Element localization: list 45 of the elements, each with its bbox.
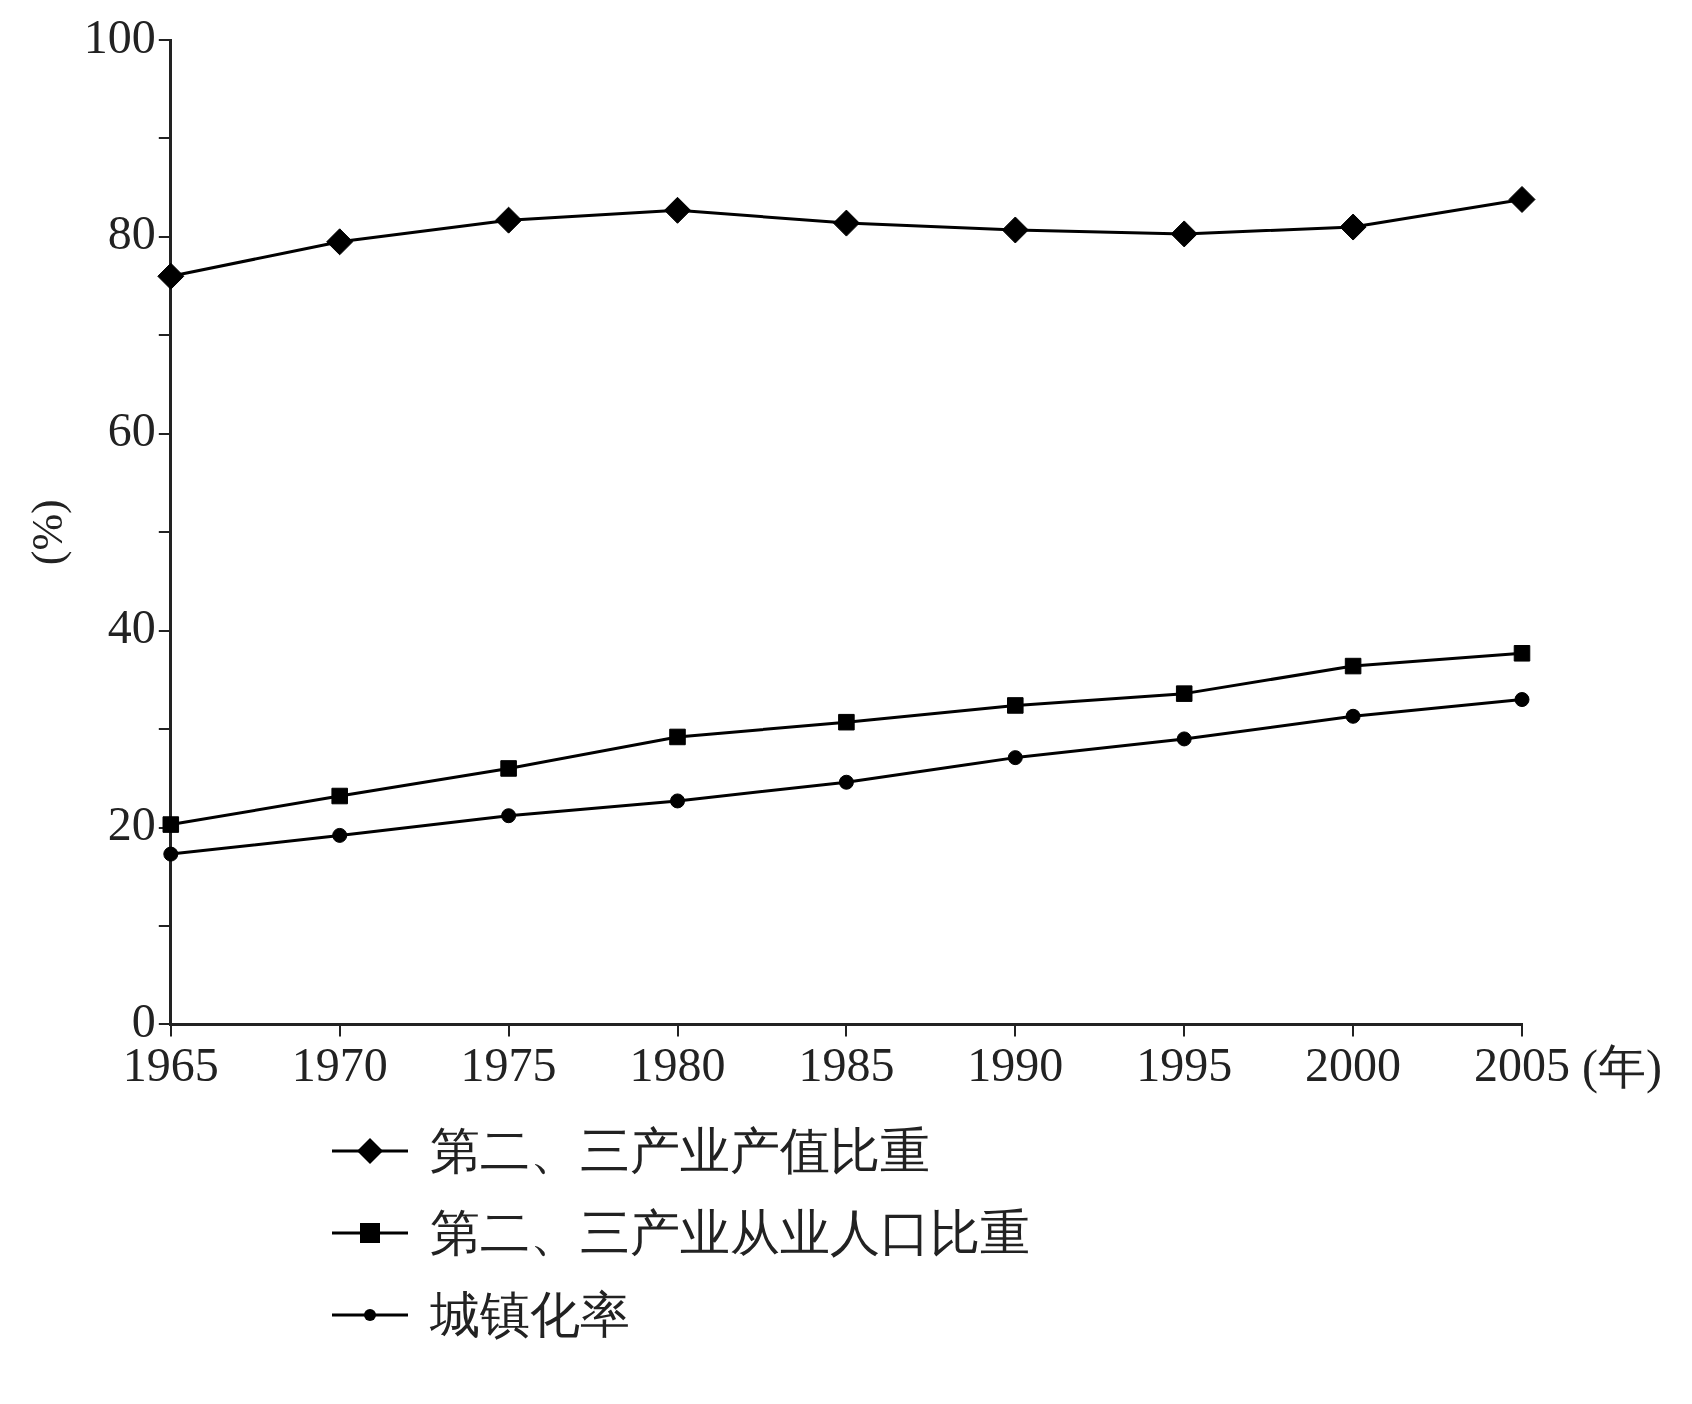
x-tick-label: 1975 [460,1037,557,1091]
point [1345,708,1361,724]
point [669,728,686,746]
point [1007,697,1024,714]
x-tick-label: 1970 [291,1037,388,1091]
y-tick-label: 20 [107,797,156,851]
point [332,827,348,843]
point [670,793,685,809]
point [1007,750,1023,766]
x-tick-label: 2005 [1474,1037,1570,1091]
y-tick-label: 80 [107,206,156,260]
x-tick-label: 1980 [629,1037,726,1091]
point [1176,731,1192,747]
y-tick-label: 100 [83,9,156,63]
point [1339,213,1367,241]
point [495,206,523,234]
point [1001,216,1029,244]
legend-label: 城镇化率 [430,1285,630,1345]
point [157,262,185,290]
legend-label: 第二、三产业产值比重 [430,1121,930,1181]
point [501,808,517,824]
x-tick-label: 1990 [967,1037,1064,1091]
point [1513,645,1531,662]
y-axis-title: (%) [22,499,72,566]
point [1514,692,1530,708]
point [838,713,855,731]
point [326,228,354,256]
point [838,774,854,790]
y-tick-label: 40 [107,600,156,654]
x-tick-label: 1985 [798,1037,895,1091]
point [832,209,860,237]
y-tick-label: 60 [107,403,156,457]
point [1508,185,1536,213]
point [1170,220,1198,248]
point [1344,657,1362,675]
x-axis-title: (年) [1582,1040,1662,1095]
point [331,787,348,805]
point [1175,685,1193,702]
x-tick-label: 2000 [1305,1037,1402,1091]
x-tick-label: 1995 [1136,1037,1233,1091]
point [500,760,517,777]
point [664,196,691,224]
legend-label: 第二、三产业从业人口比重 [430,1203,1030,1263]
point [162,816,180,833]
point [163,846,179,862]
